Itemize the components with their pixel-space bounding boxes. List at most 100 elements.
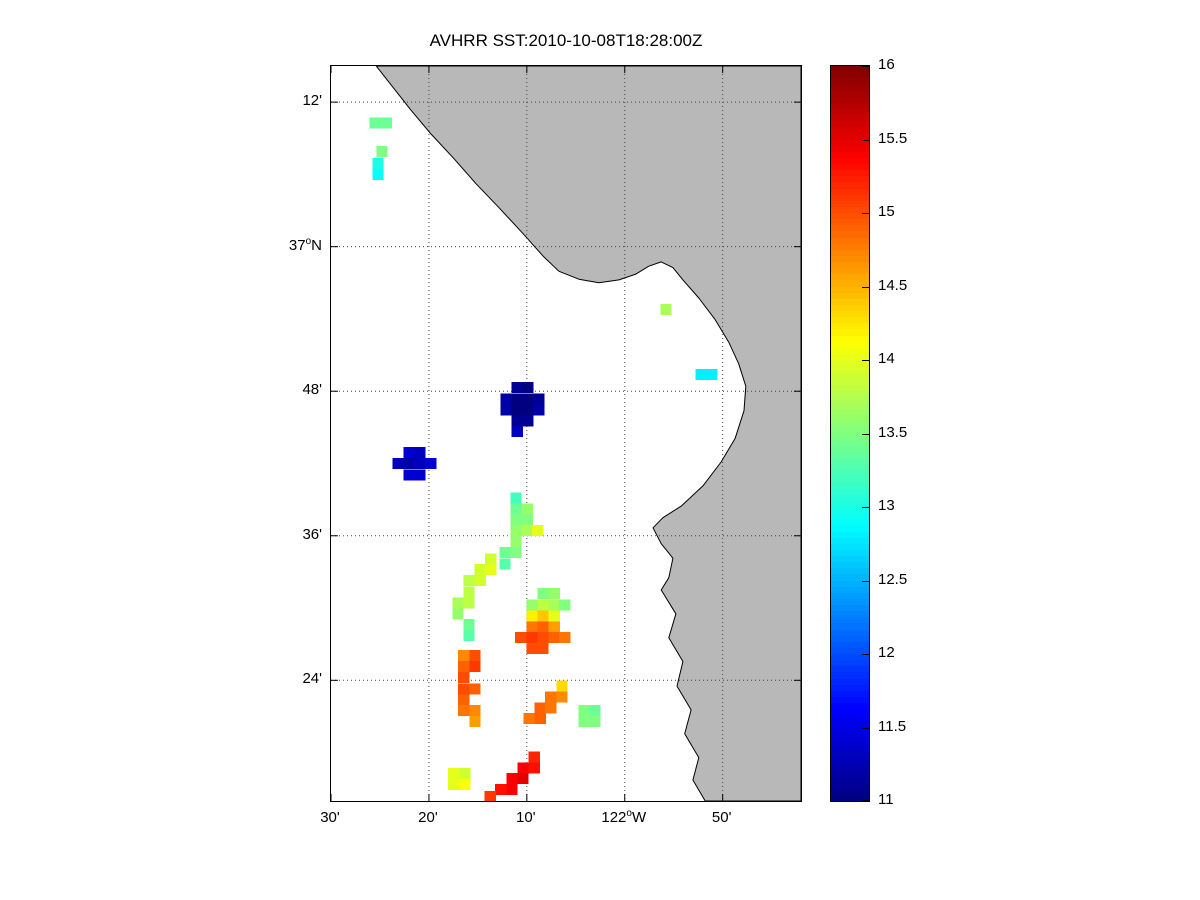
sst-cell	[511, 426, 523, 438]
colorbar-gradient-segment	[831, 90, 869, 97]
colorbar-gradient-segment	[831, 764, 869, 771]
colorbar-gradient-segment	[831, 274, 869, 281]
sst-cell	[515, 632, 527, 644]
sst-cell	[528, 762, 540, 774]
colorbar-gradient-segment	[831, 188, 869, 195]
colorbar-gradient-segment	[831, 378, 869, 385]
colorbar-tick-label: 12.5	[878, 570, 908, 588]
sst-cell	[414, 458, 426, 469]
sst-cell	[548, 610, 560, 622]
sst-map-svg	[331, 66, 801, 801]
colorbar-gradient-segment	[831, 654, 869, 661]
sst-cell	[414, 469, 426, 481]
sst-cell	[403, 469, 415, 481]
colorbar-tick-mark	[862, 654, 869, 655]
colorbar-tick-label: 13.5	[878, 423, 908, 441]
colorbar-gradient-segment	[831, 752, 869, 759]
sst-cell	[372, 168, 384, 180]
sst-cell	[485, 553, 497, 565]
colorbar-tick-mark	[862, 213, 869, 214]
colorbar-gradient-segment	[831, 782, 869, 789]
sst-cell	[522, 393, 534, 405]
colorbar-gradient-segment	[831, 360, 869, 367]
colorbar-gradient-segment	[831, 427, 869, 434]
colorbar-gradient-segment	[831, 219, 869, 226]
colorbar-gradient-segment	[831, 151, 869, 158]
colorbar-gradient-segment	[831, 592, 869, 599]
colorbar-gradient-segment	[831, 402, 869, 409]
sst-cell	[372, 158, 384, 170]
colorbar-tick-mark	[862, 139, 869, 141]
colorbar-tick-label: 14.5	[878, 276, 908, 294]
sst-cell	[528, 751, 540, 763]
sst-cell	[458, 650, 470, 662]
colorbar-gradient-segment	[831, 770, 869, 777]
colorbar-gradient-segment	[831, 776, 869, 783]
colorbar-gradient-segment	[831, 580, 869, 587]
colorbar-gradient-segment	[831, 194, 869, 201]
x-tick-label: 20'	[418, 809, 438, 826]
colorbar-gradient-segment	[831, 304, 869, 311]
colorbar-gradient-segment	[831, 488, 869, 495]
sst-cell	[458, 705, 470, 717]
colorbar-gradient-segment	[831, 623, 869, 630]
colorbar-tick-label: 14	[878, 350, 895, 367]
sst-cell	[458, 683, 470, 695]
colorbar-gradient-segment	[831, 102, 869, 109]
x-tick-label: 10'	[516, 809, 536, 826]
sst-cell	[521, 514, 533, 526]
sst-cell	[510, 514, 522, 526]
sst-cell	[499, 558, 511, 570]
colorbar-tick-label: 12	[878, 644, 895, 661]
colorbar-gradient-segment	[831, 519, 869, 526]
plot-area	[330, 65, 802, 802]
colorbar-gradient-segment	[831, 115, 869, 122]
x-tick-label: 122oW	[601, 808, 647, 827]
sst-cell	[556, 680, 568, 692]
sst-cell	[500, 404, 512, 416]
colorbar-gradient-segment	[831, 605, 869, 612]
colorbar-gradient-segment	[831, 268, 869, 275]
y-tick-label: 48'	[302, 381, 322, 399]
colorbar-gradient-segment	[831, 255, 869, 262]
colorbar-gradient-segment	[831, 121, 869, 128]
colorbar-tick-mark	[862, 66, 869, 67]
colorbar-gradient-segment	[831, 133, 869, 140]
colorbar-gradient-segment	[831, 678, 869, 685]
colorbar-gradient-segment	[831, 733, 869, 740]
colorbar-gradient-segment	[831, 78, 869, 85]
chart-title: AVHRR SST:2010-10-08T18:28:00Z	[429, 31, 703, 50]
colorbar-gradient-segment	[831, 286, 869, 293]
colorbar-gradient-segment	[831, 249, 869, 256]
colorbar-gradient-segment	[831, 715, 869, 722]
colorbar-gradient-segment	[831, 213, 869, 220]
colorbar-tick-mark	[862, 800, 869, 801]
sst-cell	[469, 716, 481, 727]
sst-cell	[414, 447, 426, 459]
sst-cell	[548, 632, 560, 644]
colorbar-tick-mark	[862, 580, 869, 582]
sst-cell	[537, 588, 549, 600]
colorbar-gradient-segment	[831, 200, 869, 207]
colorbar-gradient-segment	[831, 164, 869, 171]
sst-cell	[448, 768, 460, 779]
colorbar-gradient-segment	[831, 157, 869, 164]
colorbar-gradient-segment	[831, 409, 869, 416]
land-polygon	[375, 66, 801, 801]
colorbar-gradient-segment	[831, 176, 869, 183]
colorbar-gradient-segment	[831, 421, 869, 428]
colorbar-gradient-segment	[831, 537, 869, 544]
sst-cell	[425, 458, 437, 469]
colorbar-gradient-segment	[831, 390, 869, 397]
sst-cell	[403, 458, 415, 469]
colorbar-gradient-segment	[831, 139, 869, 146]
sst-cell	[510, 546, 522, 558]
sst-cell	[537, 643, 549, 654]
sst-cell	[474, 564, 486, 576]
sst-cell	[463, 575, 475, 587]
colorbar-gradient-segment	[831, 727, 869, 734]
sst-cell	[534, 702, 546, 714]
sst-cell	[510, 525, 522, 537]
sst-cell	[448, 778, 460, 790]
sst-cell	[485, 564, 497, 576]
